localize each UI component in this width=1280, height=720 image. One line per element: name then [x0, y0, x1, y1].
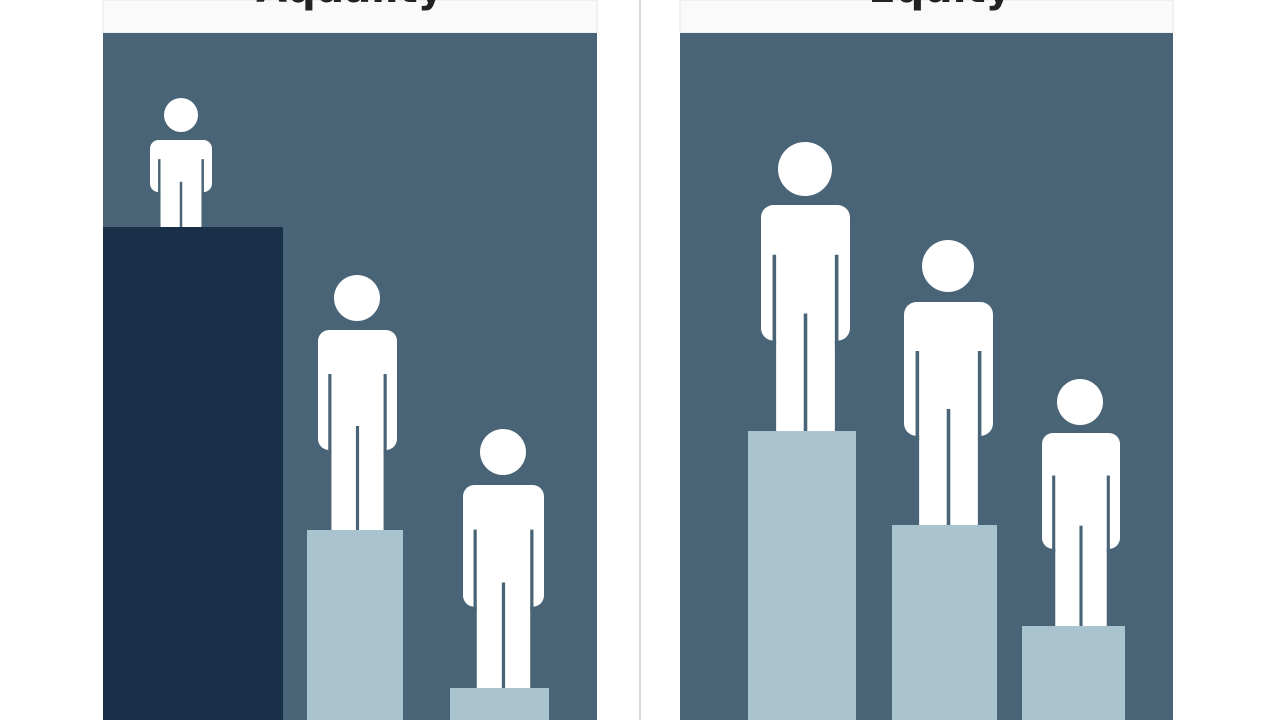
title-band — [679, 0, 1174, 34]
block — [748, 431, 856, 720]
title-band — [102, 0, 598, 34]
figures — [150, 98, 1120, 688]
figure-part — [778, 142, 832, 196]
figure-part — [334, 275, 380, 321]
figure-part — [150, 140, 212, 193]
panel-title: Aquality — [256, 0, 444, 12]
block — [892, 525, 997, 720]
figure-part — [1042, 433, 1120, 549]
figure-part — [480, 429, 526, 475]
block — [1022, 626, 1125, 720]
figure-part — [463, 485, 544, 607]
block — [450, 688, 549, 720]
figure-part — [1057, 379, 1103, 425]
figure-part — [318, 330, 397, 450]
figure-part — [761, 205, 850, 341]
panel-title: Equity — [868, 0, 1011, 12]
block — [307, 530, 403, 720]
figure-part — [922, 240, 974, 292]
figure-part — [164, 98, 198, 132]
block — [103, 227, 283, 720]
figure-part — [904, 302, 993, 436]
